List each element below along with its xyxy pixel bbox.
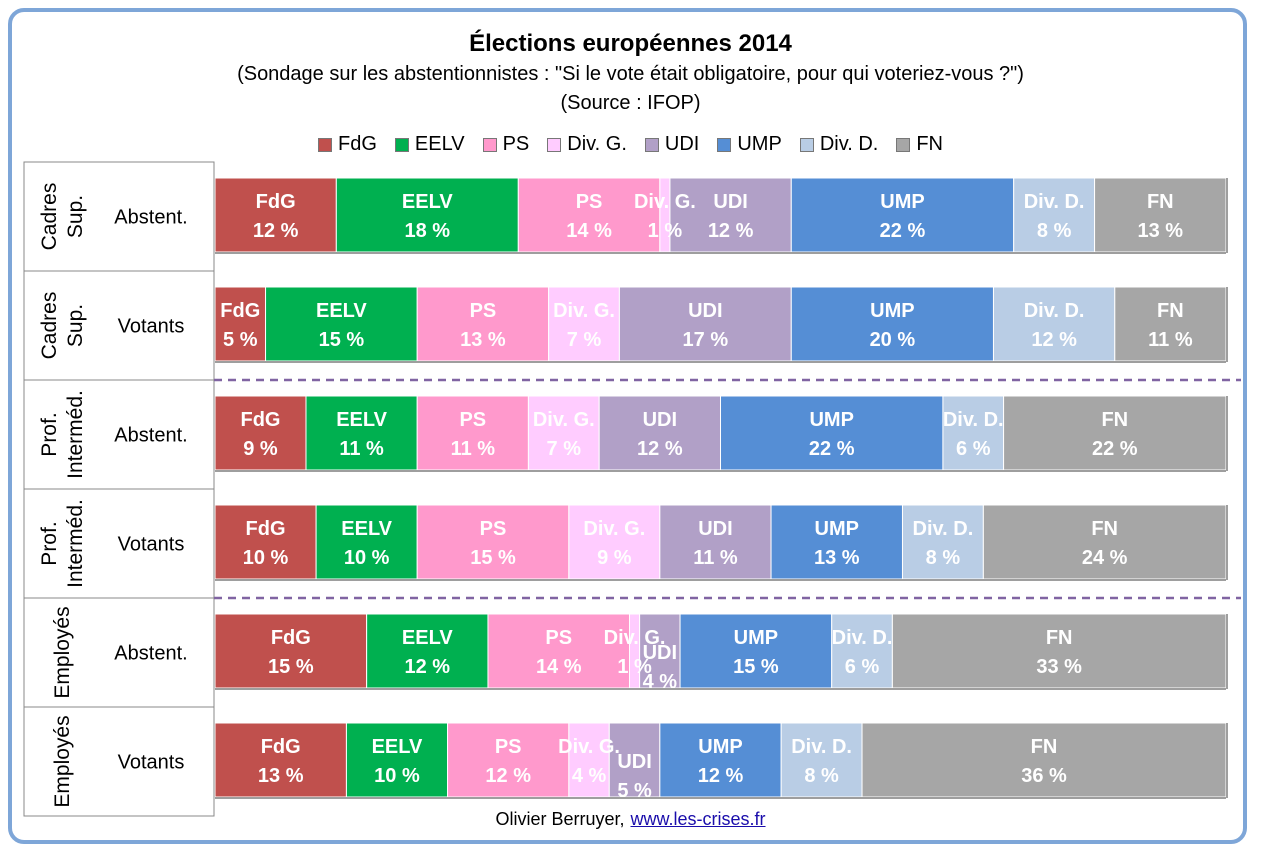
legend-swatch: [896, 137, 911, 152]
legend-label: Div. G.: [567, 133, 627, 155]
legend-swatch: [318, 137, 332, 152]
chart-legend: FdG EELV PS Div. G. UDI UMP Div. D. FN: [0, 133, 1261, 156]
legend-label: Div. D.: [819, 133, 879, 155]
footer-link[interactable]: www.les-crises.fr: [630, 809, 766, 829]
legend-swatch: [644, 137, 659, 152]
legend-swatch: [717, 137, 732, 152]
legend-label: UMP: [737, 133, 782, 155]
legend-item-div-g: Div. G.: [547, 133, 627, 156]
legend-swatch: [482, 137, 497, 152]
legend-label: UDI: [664, 133, 700, 155]
legend-item-ps: PS: [482, 133, 530, 156]
legend-swatch: [394, 137, 409, 152]
legend-swatch: [547, 137, 562, 152]
footer-author: Olivier Berruyer,: [495, 809, 625, 829]
legend-swatch: [799, 137, 814, 152]
legend-item-fn: FN: [896, 133, 943, 156]
chart-title: Élections européennes 2014: [469, 30, 792, 57]
legend-label: FdG: [338, 133, 377, 155]
legend-item-fdg: FdG: [318, 133, 377, 156]
legend-item-eelv: EELV: [394, 133, 465, 156]
legend-label: EELV: [414, 133, 465, 155]
legend-item-udi: UDI: [644, 133, 700, 156]
legend-label: PS: [502, 133, 530, 155]
chart-subtitle: (Sondage sur les abstentionnistes : "Si …: [237, 63, 1024, 85]
chart-source: (Source : IFOP): [560, 92, 701, 114]
legend-item-ump: UMP: [717, 133, 782, 156]
legend-label: FN: [916, 133, 943, 155]
chart-footer: Olivier Berruyer, www.les-crises.fr: [0, 809, 1261, 830]
legend-item-div-d: Div. D.: [799, 133, 879, 156]
